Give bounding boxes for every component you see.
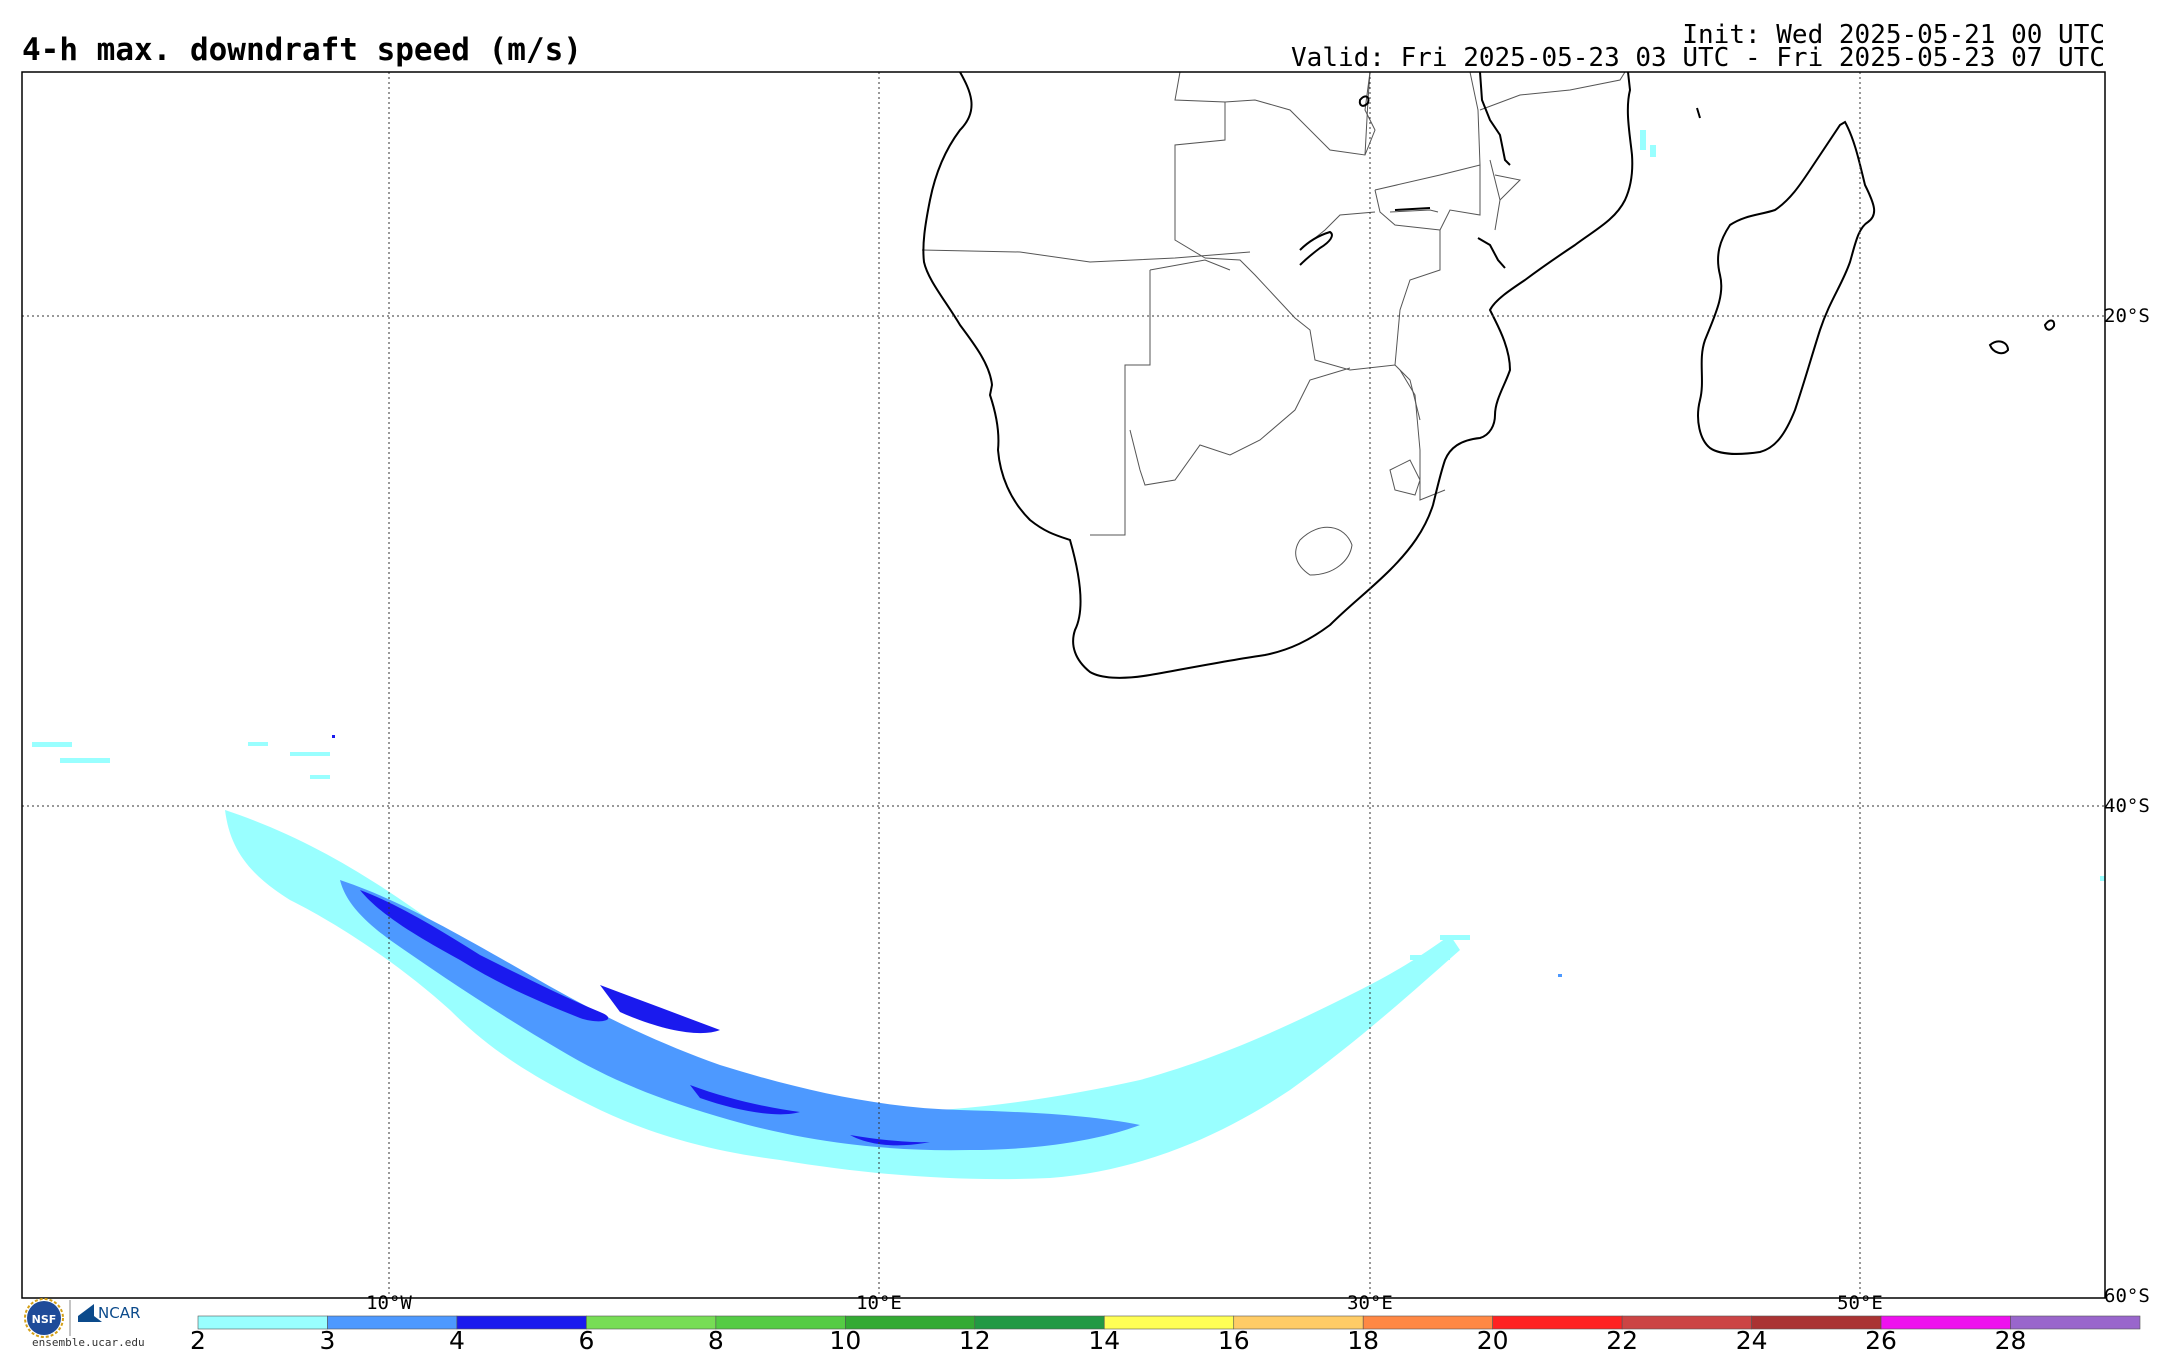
- colorbar-label: 10: [829, 1326, 862, 1355]
- ncar-logo-icon: NCAR: [78, 1304, 140, 1322]
- lon-label: 30°E: [1347, 1292, 1393, 1314]
- lon-label: 50°E: [1837, 1292, 1883, 1314]
- downdraft-field: [32, 130, 2105, 1180]
- svg-text:NSF: NSF: [32, 1313, 57, 1326]
- swath-4-6: [690, 1085, 800, 1115]
- colorbar-swatch: [327, 1315, 458, 1330]
- colorbar-swatch: [1751, 1315, 1882, 1330]
- swath-3-4: [340, 880, 1140, 1151]
- svg-text:NCAR: NCAR: [98, 1304, 140, 1322]
- gridlines: [22, 72, 2105, 1298]
- colorbar-swatch: [715, 1315, 846, 1330]
- colorbar-label: 18: [1347, 1326, 1380, 1355]
- colorbar-swatch: [2010, 1315, 2141, 1330]
- colorbar-label: 20: [1476, 1326, 1509, 1355]
- colorbar-label: 3: [319, 1326, 336, 1355]
- colorbar-label: 12: [958, 1326, 991, 1355]
- coastlines: [922, 72, 2056, 679]
- colorbar-label: 8: [707, 1326, 724, 1355]
- lat-label: 20°S: [2104, 305, 2150, 327]
- madagascar-coast: [1697, 120, 1876, 455]
- colorbar-label: 6: [578, 1326, 595, 1355]
- speckle: [332, 735, 335, 738]
- speckle: [1558, 974, 1562, 977]
- swath-2-3: [225, 810, 1460, 1180]
- swath-4-6: [360, 890, 609, 1022]
- colorbar-label: 28: [1994, 1326, 2027, 1355]
- valid-time: Valid: Fri 2025-05-23 03 UTC - Fri 2025-…: [1291, 43, 2105, 73]
- colorbar-label: 4: [448, 1326, 465, 1355]
- colorbar-swatch: [1233, 1315, 1364, 1330]
- logo-block: NSF NCAR: [24, 1298, 140, 1338]
- colorbar-swatch: [456, 1315, 587, 1330]
- colorbar: [197, 1315, 2141, 1330]
- colorbar-label: 24: [1735, 1326, 1768, 1355]
- colorbar-swatch: [1362, 1315, 1493, 1330]
- nsf-logo-icon: NSF: [24, 1298, 64, 1338]
- colorbar-swatch: [1880, 1315, 2011, 1330]
- colorbar-swatch: [197, 1315, 328, 1330]
- colorbar-label: 26: [1865, 1326, 1897, 1355]
- swath-4-6: [600, 985, 720, 1034]
- lat-label: 40°S: [2104, 795, 2150, 817]
- colorbar-swatch: [586, 1315, 717, 1330]
- colorbar-swatch: [1621, 1315, 1752, 1330]
- colorbar-swatch: [1103, 1315, 1235, 1330]
- colorbar-label: 2: [190, 1326, 206, 1355]
- colorbar-label: 16: [1217, 1326, 1250, 1355]
- lon-label: 10°W: [366, 1292, 412, 1314]
- map-title: 4-h max. downdraft speed (m/s): [22, 32, 582, 68]
- lon-label: 10°E: [856, 1292, 902, 1314]
- website-label: ensemble.ucar.edu: [32, 1336, 145, 1349]
- colorbar-swatch: [1492, 1315, 1623, 1330]
- speckles: [32, 130, 2105, 960]
- map-frame: [21, 71, 2106, 1299]
- africa-coast: [922, 72, 1634, 679]
- colorbar-swatch: [845, 1315, 976, 1330]
- lat-label: 60°S: [2104, 1285, 2150, 1307]
- init-time: Init: Wed 2025-05-21 00 UTC: [1682, 20, 2105, 50]
- colorbar-label: 14: [1088, 1326, 1121, 1355]
- colorbar-swatch: [974, 1315, 1105, 1330]
- colorbar-label: 22: [1606, 1326, 1639, 1355]
- country-borders: [921, 72, 1626, 576]
- swath-4-6: [850, 1135, 930, 1146]
